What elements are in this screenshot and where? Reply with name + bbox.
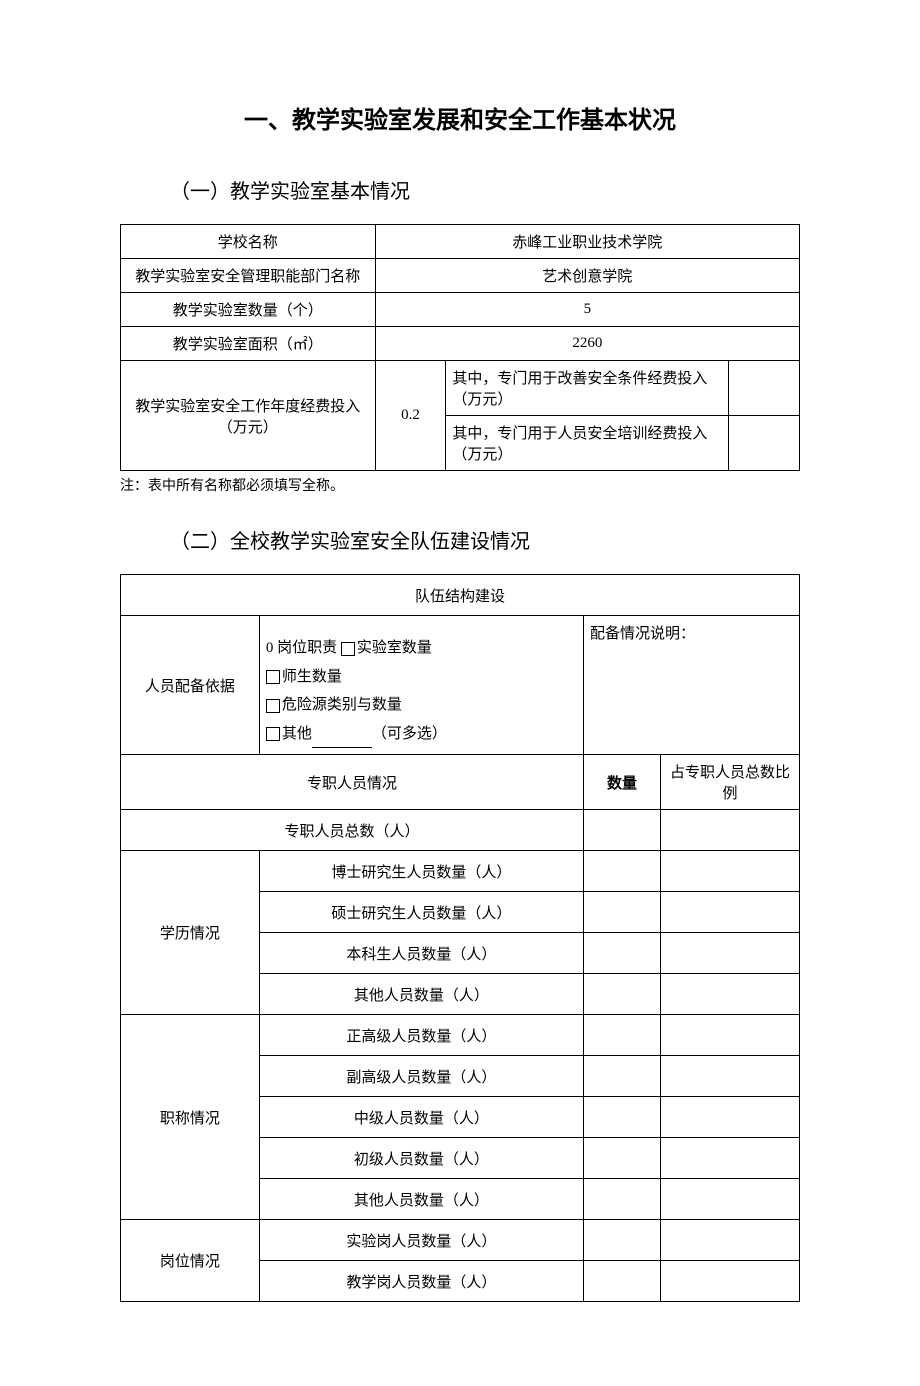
cell-value <box>583 1097 660 1138</box>
checkbox-option-label: 危险源类别与数量 <box>282 697 402 713</box>
cell-value <box>583 1138 660 1179</box>
cell-value: 艺术创意学院 <box>375 259 799 293</box>
cell-value <box>661 1220 800 1261</box>
cell-label: 其他人员数量（人） <box>259 1179 583 1220</box>
checkbox-option-label: （可多选） <box>372 726 447 742</box>
main-title: 一、教学实验室发展和安全工作基本状况 <box>120 100 800 135</box>
cell-value <box>661 851 800 892</box>
table-team-building: 队伍结构建设 人员配备依据 0 岗位职责 实验室数量 师生数量 危险源类别与数量… <box>120 574 800 1302</box>
checkbox-option-label: 其他 <box>282 726 312 742</box>
cell-label: 博士研究生人员数量（人） <box>259 851 583 892</box>
cell-label: 教学实验室安全管理职能部门名称 <box>121 259 376 293</box>
cell-label: 本科生人员数量（人） <box>259 933 583 974</box>
cell-header: 队伍结构建设 <box>121 575 800 616</box>
cell-value: 2260 <box>375 327 799 361</box>
checkbox-icon <box>266 699 280 713</box>
cell-label: 学历情况 <box>121 851 260 1015</box>
cell-value <box>661 1138 800 1179</box>
cell-value <box>661 1097 800 1138</box>
cell-value <box>583 933 660 974</box>
cell-label: 教学实验室数量（个） <box>121 293 376 327</box>
section2-heading: （二）全校教学实验室安全队伍建设情况 <box>170 525 800 554</box>
cell-label: 其中，专门用于改善安全条件经费投入（万元） <box>446 361 729 416</box>
table-row: 专职人员总数（人） <box>121 810 800 851</box>
cell-label: 人员配备依据 <box>121 616 260 755</box>
cell-value: 5 <box>375 293 799 327</box>
table-note: 注：表中所有名称都必须填写全称。 <box>120 475 800 495</box>
checkbox-icon <box>266 670 280 684</box>
cell-label: 学校名称 <box>121 225 376 259</box>
table-row: 专职人员情况 数量 占专职人员总数比例 <box>121 755 800 810</box>
checkbox-option-label: 师生数量 <box>282 669 342 685</box>
checkbox-icon <box>266 727 280 741</box>
cell-label: 教学岗人员数量（人） <box>259 1261 583 1302</box>
blank-underline <box>312 732 372 748</box>
cell-value <box>661 1015 800 1056</box>
cell-label: 正高级人员数量（人） <box>259 1015 583 1056</box>
cell-value: 0.2 <box>375 361 446 471</box>
cell-value <box>661 974 800 1015</box>
cell-value <box>583 1015 660 1056</box>
checkbox-option-label: 实验室数量 <box>357 640 432 656</box>
table-row: 队伍结构建设 <box>121 575 800 616</box>
cell-label: 初级人员数量（人） <box>259 1138 583 1179</box>
cell-label: 中级人员数量（人） <box>259 1097 583 1138</box>
cell-label: 副高级人员数量（人） <box>259 1056 583 1097</box>
cell-label: 硕士研究生人员数量（人） <box>259 892 583 933</box>
cell-value <box>583 1056 660 1097</box>
table-row: 教学实验室面积（㎡） 2260 <box>121 327 800 361</box>
cell-label: 教学实验室安全工作年度经费投入（万元） <box>121 361 376 471</box>
cell-value <box>661 1056 800 1097</box>
cell-value <box>583 892 660 933</box>
cell-explain: 配备情况说明： <box>583 616 799 755</box>
table-row: 教学实验室数量（个） 5 <box>121 293 800 327</box>
cell-value <box>583 810 660 851</box>
cell-label: 专职人员总数（人） <box>121 810 584 851</box>
cell-header: 占专职人员总数比例 <box>661 755 800 810</box>
table-row: 教学实验室安全工作年度经费投入（万元） 0.2 其中，专门用于改善安全条件经费投… <box>121 361 800 416</box>
table-row: 教学实验室安全管理职能部门名称 艺术创意学院 <box>121 259 800 293</box>
table-row: 岗位情况 实验岗人员数量（人） <box>121 1220 800 1261</box>
cell-value <box>661 1261 800 1302</box>
table-row: 学校名称 赤峰工业职业技术学院 <box>121 225 800 259</box>
cell-value: 赤峰工业职业技术学院 <box>375 225 799 259</box>
cell-label: 其他人员数量（人） <box>259 974 583 1015</box>
document-page: 一、教学实验室发展和安全工作基本状况 （一）教学实验室基本情况 学校名称 赤峰工… <box>0 0 920 1386</box>
cell-value <box>661 933 800 974</box>
cell-value <box>583 851 660 892</box>
cell-value <box>583 1261 660 1302</box>
cell-value <box>583 974 660 1015</box>
cell-label: 其中，专门用于人员安全培训经费投入（万元） <box>446 416 729 471</box>
checkbox-icon <box>341 642 355 656</box>
cell-label: 实验岗人员数量（人） <box>259 1220 583 1261</box>
cell-value <box>583 1179 660 1220</box>
cell-header: 数量 <box>583 755 660 810</box>
cell-value <box>661 1179 800 1220</box>
cell-value <box>661 892 800 933</box>
table-row: 人员配备依据 0 岗位职责 实验室数量 师生数量 危险源类别与数量 其他（可多选… <box>121 616 800 755</box>
section1-heading: （一）教学实验室基本情况 <box>170 175 800 204</box>
cell-label: 教学实验室面积（㎡） <box>121 327 376 361</box>
cell-checkbox-options: 0 岗位职责 实验室数量 师生数量 危险源类别与数量 其他（可多选） <box>259 616 583 755</box>
cell-value <box>583 1220 660 1261</box>
cell-value <box>729 416 800 471</box>
cell-label: 岗位情况 <box>121 1220 260 1302</box>
cell-value <box>661 810 800 851</box>
cell-value <box>729 361 800 416</box>
cell-header: 专职人员情况 <box>121 755 584 810</box>
table-row: 学历情况 博士研究生人员数量（人） <box>121 851 800 892</box>
cell-label: 职称情况 <box>121 1015 260 1220</box>
table-basic-info: 学校名称 赤峰工业职业技术学院 教学实验室安全管理职能部门名称 艺术创意学院 教… <box>120 224 800 471</box>
checkbox-option-label: 岗位职责 <box>277 640 337 656</box>
table-row: 职称情况 正高级人员数量（人） <box>121 1015 800 1056</box>
